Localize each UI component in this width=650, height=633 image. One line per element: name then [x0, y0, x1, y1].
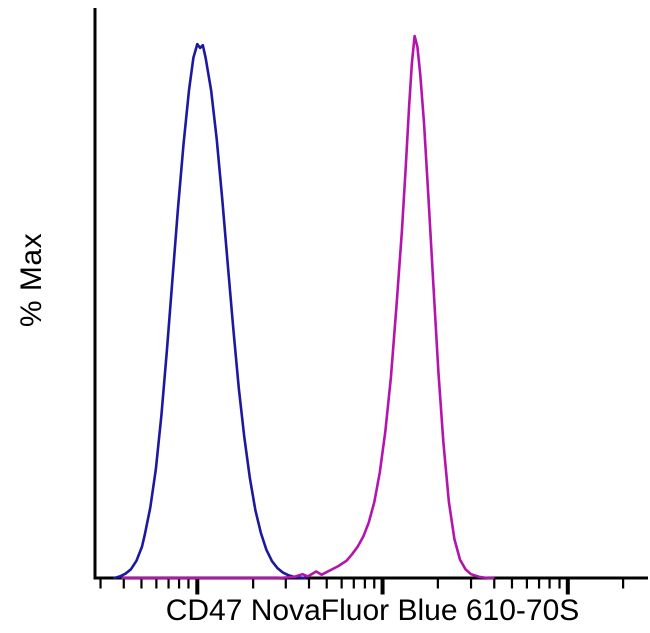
- x-axis-ticks: [99, 579, 625, 595]
- curve-blue-peak: [113, 42, 307, 580]
- curve-magenta-peak: [121, 34, 495, 580]
- histogram-curves: [113, 34, 495, 580]
